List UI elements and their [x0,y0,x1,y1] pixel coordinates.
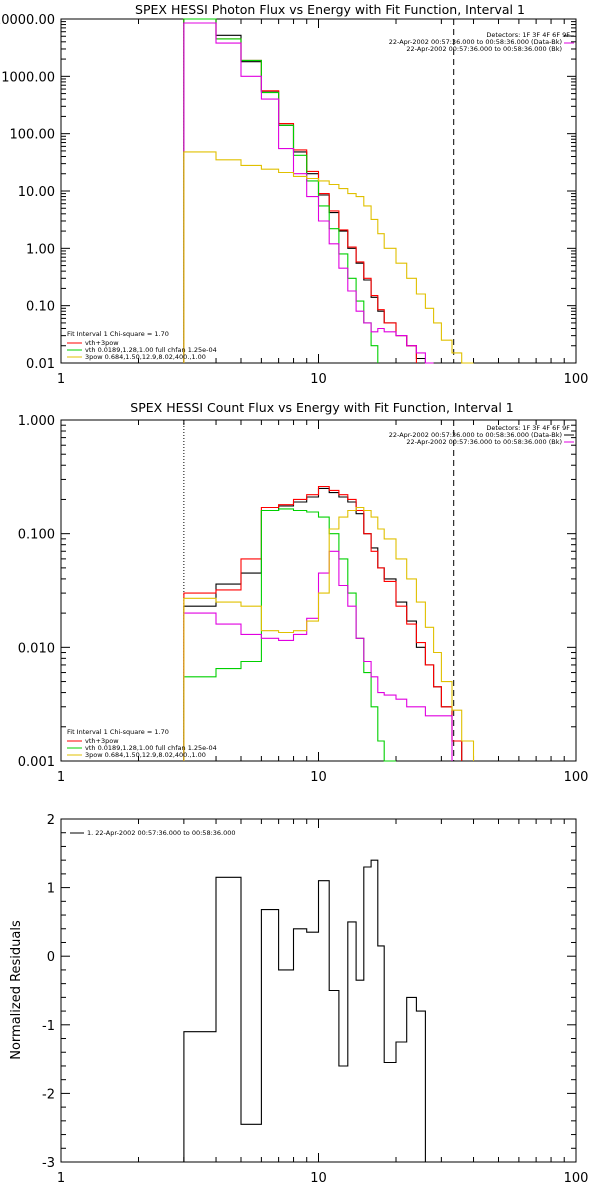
count-flux-x-tick-label: 10 [310,770,327,785]
residuals-legend-label: 1. 22-Apr-2002 00:57:36.000 to 00:58:36.… [87,829,236,837]
photon-flux-x-tick-label: 100 [564,372,589,387]
residuals-series-1-step-line [183,859,426,1162]
photon-flux-series-5-step-line [183,151,474,364]
count-flux-series [183,485,475,762]
count-flux-series-5-step-line [183,506,475,761]
photon-flux-y-tick-label: 100.00 [10,128,56,143]
photon-flux-panel: SPEX HESSI Photon Flux vs Energy with Fi… [0,2,588,387]
residuals-plot-frame [60,818,577,1163]
photon-flux-legend-thermal: vth 0.0189,1.28,1.00 full chfan 1.25e-04 [85,346,217,354]
photon-flux-series-4-step-line [183,22,434,364]
residuals-y-tick-label: 2 [47,813,55,828]
residuals-panel: 1 10 100 -3 -2 -1 0 1 2 1. 22-Apr-2002 00:57:36.… [9,813,588,1186]
residuals-y-tick-label: -1 [42,1019,55,1034]
count-flux-legend-thermal: vth 0.0189,1.28,1.00 full chfan 1.25e-04 [85,744,217,752]
count-flux-axis-ticks: 1 10 100 0.001 0.010 0.100 1.000 [18,414,589,785]
count-flux-panel: SPEX HESSI Count Flux vs Energy with Fit… [18,400,589,785]
count-flux-legend-total: vth+3pow [85,737,119,745]
residuals-axis-ticks: 1 10 100 -3 -2 -1 0 1 2 [42,813,588,1186]
count-flux-detectors-label: Detectors: 1F 3F 4F 6F 9F [486,424,570,432]
count-flux-x-tick-label: 100 [564,770,589,785]
photon-flux-fit-label: Fit Interval 1 Chi-square = 1.70 [67,330,169,338]
count-flux-y-tick-label: 0.010 [18,641,55,656]
photon-flux-detectors-label: Detectors: 1F 3F 4F 6F 9F [486,31,570,39]
residuals-y-tick-label: -2 [42,1087,55,1102]
residuals-x-tick-label: 100 [564,1171,589,1186]
photon-flux-data-interval-label: 22-Apr-2002 00:57:36.000 to 00:58:36.000… [389,38,562,46]
residuals-y-axis-label: Normalized Residuals [9,920,24,1060]
photon-flux-y-tick-label: 0.01 [26,357,55,372]
photon-flux-title: SPEX HESSI Photon Flux vs Energy with Fi… [135,2,525,17]
count-flux-reference-lines [183,420,455,761]
photon-flux-y-tick-label: 10.00 [18,185,55,200]
photon-flux-y-tick-label: 0.10 [26,300,55,315]
residuals-series [183,859,426,1162]
count-flux-bk-interval-label: 22-Apr-2002 00:57:36.000 to 00:58:36.000… [406,438,562,446]
photon-flux-y-tick-label: 10000.00 [0,13,55,28]
count-flux-series-3-step-line [183,508,396,762]
photon-flux-axis-ticks: 1 10 100 0.01 0.10 1.00 10.00 100.00 1000.00 1000… [0,13,588,387]
count-flux-data-interval-label: 22-Apr-2002 00:57:36.000 to 00:58:36.000… [389,431,562,439]
count-flux-x-tick-label: 1 [57,770,65,785]
count-flux-legend-powerlaw: 3pow 0.684,1.50,12.9,8.02,400.,1.00 [85,751,206,759]
photon-flux-legend-total: vth+3pow [85,339,119,347]
photon-flux-series [183,18,474,364]
photon-flux-legend-powerlaw: 3pow 0.684,1.50,12.9,8.02,400.,1.00 [85,353,206,361]
photon-flux-series-3-step-line [183,18,379,363]
count-flux-y-tick-label: 1.000 [18,414,55,429]
count-flux-series-1-step-line [183,487,463,761]
photon-flux-x-tick-label: 1 [57,372,65,387]
photon-flux-bk-interval-label: 22-Apr-2002 00:57:36.000 to 00:58:36.000… [406,45,562,53]
photon-flux-x-tick-label: 10 [310,372,327,387]
photon-flux-y-tick-label: 1000.00 [1,70,55,85]
count-flux-series-2-step-line [183,485,463,761]
residuals-x-tick-label: 1 [57,1171,65,1186]
count-flux-title: SPEX HESSI Count Flux vs Energy with Fit… [130,400,513,415]
count-flux-series-4-step-line [183,550,453,761]
count-flux-fit-label: Fit Interval 1 Chi-square = 1.70 [67,728,169,736]
photon-flux-y-tick-label: 1.00 [26,242,55,257]
residuals-y-tick-label: -3 [42,1156,55,1171]
residuals-y-tick-label: 1 [47,882,55,897]
residuals-x-tick-label: 10 [310,1171,327,1186]
count-flux-y-tick-label: 0.100 [18,528,55,543]
photon-flux-series-1-step-line [183,18,434,364]
count-flux-y-tick-label: 0.001 [18,755,55,770]
residuals-y-tick-label: 0 [47,950,55,965]
